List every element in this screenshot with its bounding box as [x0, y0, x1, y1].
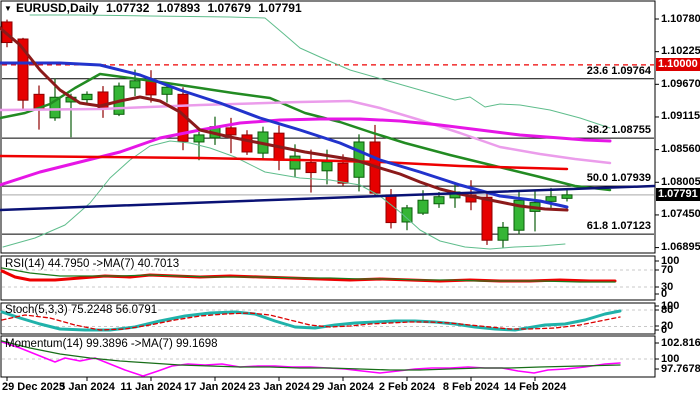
main-panel-border: [0, 0, 656, 254]
time-axis-label: 11 Jan 2024: [120, 381, 182, 393]
time-axis-label: 5 Jan 2024: [59, 381, 115, 393]
candle-body: [401, 207, 413, 223]
title-high-value: 1.07893: [156, 1, 201, 15]
title-low-value: 1.07679: [207, 1, 251, 15]
momentum-axis-label: 100: [661, 352, 680, 365]
chart-dropdown-icon[interactable]: ▼: [4, 4, 12, 13]
price-axis-label: 1.09115: [661, 110, 700, 123]
title-open-value: 1.07732: [106, 1, 150, 15]
stochastic-indicator-label: Stoch(5,3,3) 75.2248 56.0791: [5, 304, 158, 316]
candle-body: [225, 127, 237, 136]
fib-level-label: 38.2 1.08755: [586, 124, 651, 137]
chart-title: EURUSD,Daily 1.07732 1.07893 1.07679 1.0…: [16, 2, 306, 15]
ma-plum-line[interactable]: [0, 99, 612, 165]
candle-body: [545, 196, 557, 202]
candle[interactable]: [241, 130, 253, 155]
ma-magenta-line[interactable]: [0, 117, 612, 187]
rsi-indicator-label: RSI(14) 44.7950 ->MA(7) 40.7013: [5, 258, 180, 270]
time-axis-label: 14 Feb 2024: [503, 381, 567, 393]
candle-body: [417, 199, 429, 214]
stoch-axis-label: 80: [661, 303, 674, 316]
current-price-tag: 1.07791: [656, 188, 700, 202]
candle-body: [337, 162, 349, 184]
candle-body: [193, 134, 205, 143]
candle[interactable]: [193, 131, 205, 161]
candle-body: [561, 194, 573, 199]
price-axis-label: 1.09670: [661, 77, 700, 90]
candle-body: [17, 38, 29, 101]
price-axis-label: 1.10225: [661, 45, 700, 58]
price-axis-label: 1.08560: [661, 143, 700, 156]
candle-body: [241, 134, 253, 153]
ma-red-line[interactable]: [0, 154, 569, 171]
momentum-axis-label: 97.7678: [661, 362, 700, 375]
price-axis-label: 1.07450: [661, 208, 700, 221]
momentum-ma-line[interactable]: [1, 340, 621, 371]
rsi-axis-label: 100: [661, 254, 680, 267]
price-axis-label: 1.06895: [661, 241, 700, 254]
candle[interactable]: [401, 204, 413, 231]
price-axis-label: 1.08005: [661, 175, 700, 188]
candle-body: [161, 86, 173, 95]
rsi-axis-label: 70: [661, 263, 674, 276]
candle-body: [321, 161, 333, 172]
bollinger-lower-band[interactable]: [2, 140, 566, 250]
candle[interactable]: [305, 149, 317, 193]
stoch-d-line[interactable]: [1, 312, 621, 331]
time-axis-label: 29 Jan 2024: [312, 381, 374, 393]
candle-body: [49, 96, 61, 119]
rsi-axis-label: 0: [661, 287, 668, 300]
candle[interactable]: [497, 221, 509, 248]
fib-level-label: 50.0 1.07939: [586, 172, 651, 185]
candle[interactable]: [561, 188, 573, 202]
candle-body: [385, 194, 397, 224]
round-level-price-tag: 1.10000: [656, 58, 700, 72]
price-axis-label: 1.10780: [661, 12, 700, 25]
fib-level-label: 23.6 1.09764: [586, 64, 651, 77]
candle-body: [433, 196, 445, 205]
navy-trendline[interactable]: [0, 184, 656, 212]
symbol-period-label: EURUSD,Daily: [16, 1, 99, 15]
ma-maroon-line[interactable]: [0, 26, 569, 212]
candle-body: [305, 162, 317, 174]
candle-body: [513, 199, 525, 231]
time-axis-label: 17 Jan 2024: [184, 381, 246, 393]
time-axis-label: 8 Feb 2024: [442, 381, 500, 393]
candle[interactable]: [337, 154, 349, 187]
candle-body: [289, 155, 301, 170]
candle[interactable]: [81, 91, 93, 105]
stoch-axis-label: 100: [661, 299, 680, 312]
candle-body: [81, 93, 93, 101]
rsi-ma-line[interactable]: [1, 267, 616, 283]
momentum-indicator-label: Momentum(14) 99.3896 ->MA(7) 99.1698: [5, 338, 218, 350]
time-axis-label: 2 Feb 2024: [378, 381, 436, 393]
candle-body: [481, 196, 493, 241]
stoch-axis-label: 20: [661, 319, 674, 332]
momentum-axis-label: 102.8163: [661, 336, 700, 349]
candle-body: [497, 226, 509, 241]
rsi-axis-label: 30: [661, 280, 674, 293]
title-close-value: 1.07791: [258, 1, 302, 15]
time-axis-label: 23 Jan 2024: [248, 381, 310, 393]
candle-body: [129, 80, 141, 89]
time-axis-label: 29 Dec 2023: [2, 381, 65, 393]
stoch-axis-label: 0: [661, 323, 668, 336]
fib-level-label: 61.8 1.07123: [586, 220, 651, 233]
bollinger-upper-band[interactable]: [29, 14, 611, 129]
